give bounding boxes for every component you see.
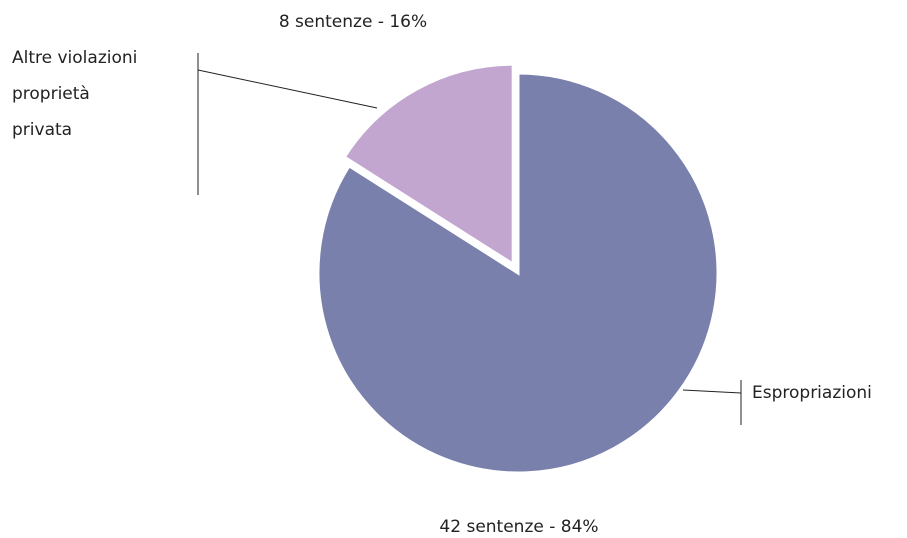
- pie-slice: [316, 71, 720, 475]
- value-label: 8 sentenze - 16%: [279, 12, 427, 32]
- value-label: 42 sentenze - 84%: [439, 517, 598, 537]
- category-label: Altre violazioni proprietà privata: [12, 48, 138, 140]
- pie-slice: [342, 62, 515, 267]
- category-label: Espropriazioni: [752, 383, 872, 403]
- leader-line: [682, 389, 742, 394]
- leader-line: [197, 69, 378, 109]
